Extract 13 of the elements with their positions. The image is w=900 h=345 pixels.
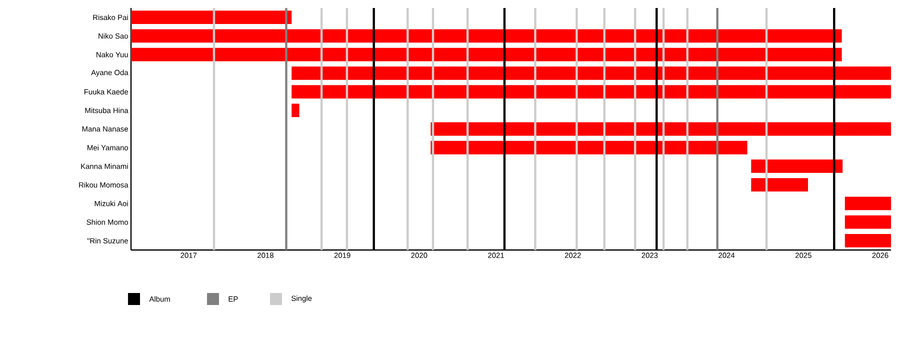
bar	[844, 196, 892, 210]
bar	[292, 66, 892, 80]
bar	[131, 10, 292, 24]
bar	[844, 215, 892, 229]
bar	[751, 160, 843, 173]
bar	[751, 178, 808, 192]
bar	[292, 104, 300, 118]
bar	[131, 29, 842, 43]
bar	[430, 122, 892, 136]
bar	[292, 85, 892, 98]
bar	[844, 234, 892, 248]
bar	[430, 140, 748, 154]
bar	[131, 48, 842, 62]
